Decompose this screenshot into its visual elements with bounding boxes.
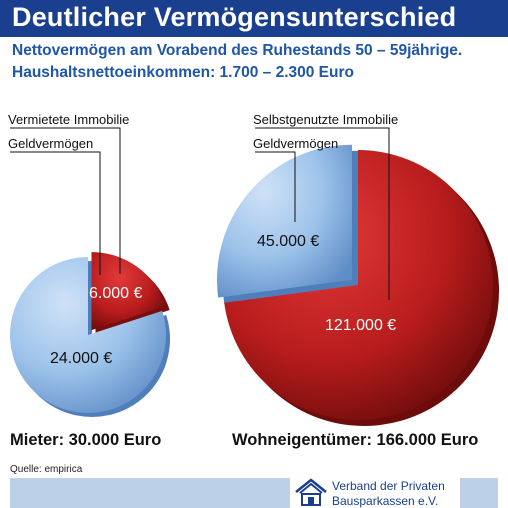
label-left-financial: Geldvermögen bbox=[8, 136, 93, 151]
leader-line-left-property bbox=[10, 127, 121, 274]
logo-text-line-1: Verband der Privaten bbox=[332, 479, 445, 493]
page-title: Deutlicher Vermögensunterschied bbox=[12, 2, 457, 32]
title-bar bbox=[0, 0, 508, 37]
total-left: Mieter: 30.000 Euro bbox=[10, 431, 162, 449]
label-right-property: Selbstgenutzte Immobilie bbox=[253, 112, 398, 127]
value-left-financial: 24.000 € bbox=[50, 350, 112, 367]
pie-right-slice-financial bbox=[217, 144, 352, 298]
label-right-financial: Geldvermögen bbox=[253, 136, 338, 151]
subtitle-line-2: Haushaltsnettoeinkommen: 1.700 – 2.300 E… bbox=[12, 64, 354, 81]
subtitle-line-1: Nettovermögen am Vorabend des Ruhestands… bbox=[12, 42, 463, 59]
leader-line-left-financial bbox=[10, 151, 101, 275]
logo: Verband der Privaten Bausparkassen e.V. bbox=[290, 474, 460, 508]
leader-line-right-financial bbox=[255, 151, 296, 222]
leader-line-right-property bbox=[255, 127, 390, 300]
logo-text-line-2: Bausparkassen e.V. bbox=[332, 494, 439, 508]
source-note: Quelle: empirica bbox=[10, 464, 83, 475]
total-right: Wohneigentümer: 166.000 Euro bbox=[232, 431, 479, 449]
value-right-property: 121.000 € bbox=[325, 317, 396, 334]
value-right-financial: 45.000 € bbox=[257, 233, 319, 250]
pie-right-slice-property bbox=[224, 150, 494, 420]
label-left-property: Vermietete Immobilie bbox=[8, 112, 129, 127]
pie-left-slice-property bbox=[91, 252, 166, 331]
pie-left-slice-financial bbox=[10, 257, 167, 413]
value-left-property: 6.000 € bbox=[89, 285, 142, 302]
house-logo-icon bbox=[295, 478, 327, 506]
